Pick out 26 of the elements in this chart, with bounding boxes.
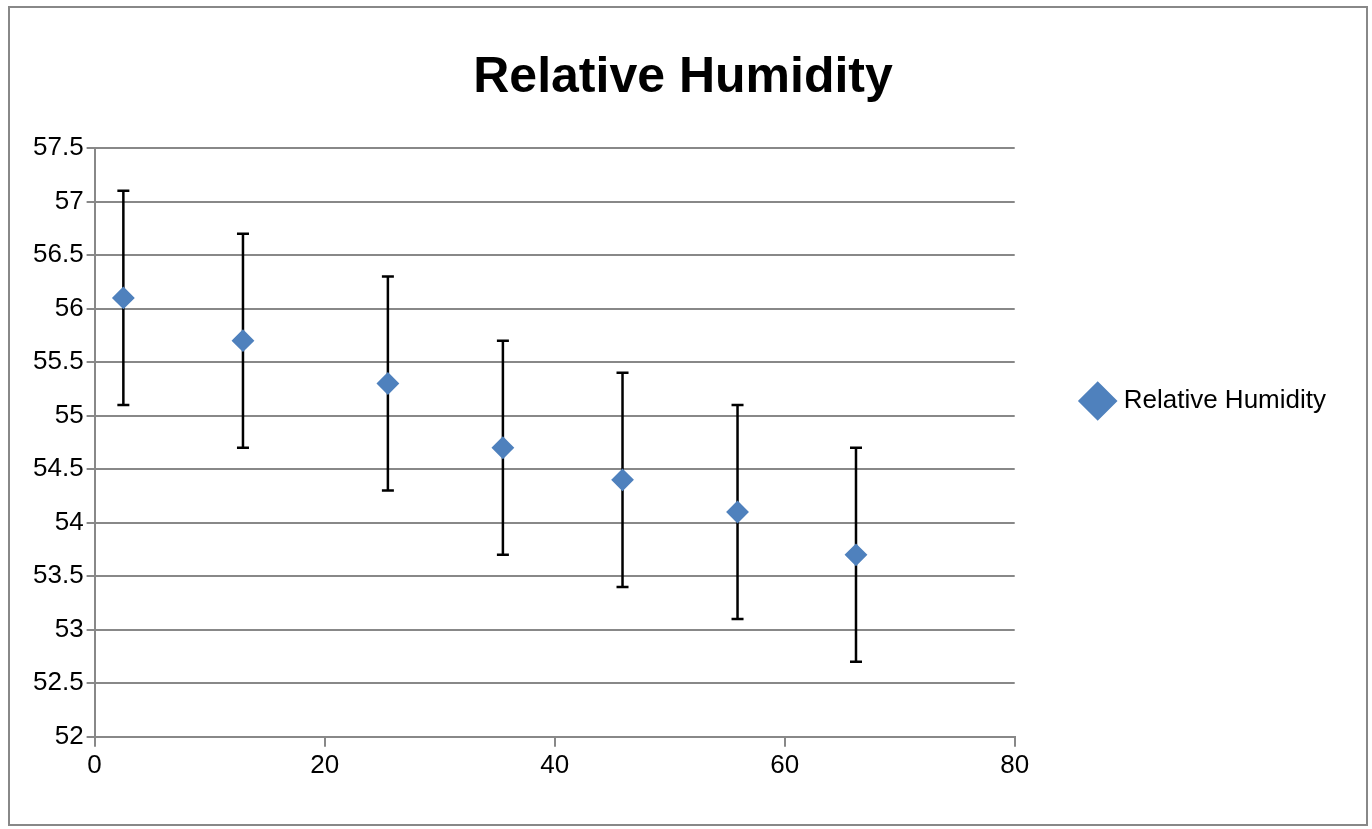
- x-tick-label: 80: [1000, 748, 1030, 779]
- y-tick-label: 55.5: [32, 345, 84, 376]
- point: [611, 468, 634, 491]
- x-tick-label: 0: [87, 748, 102, 779]
- y-tick-label: 56: [54, 291, 84, 322]
- y-tick-label: 52.5: [32, 666, 84, 697]
- y-tick-label: 52: [54, 719, 84, 750]
- point: [491, 436, 514, 459]
- point: [726, 500, 749, 523]
- y-tick-label: 53.5: [32, 559, 84, 590]
- point: [844, 543, 867, 566]
- point: [376, 372, 399, 395]
- y-tick-label: 53: [54, 612, 84, 643]
- y-tick-label: 54: [54, 505, 84, 536]
- chart-title: Relative Humidity: [473, 46, 893, 103]
- x-tick-label: 40: [540, 748, 570, 779]
- y-tick-label: 56.5: [32, 238, 84, 269]
- point: [231, 329, 254, 352]
- x-tick-label: 60: [770, 748, 800, 779]
- point: [112, 286, 135, 309]
- legend-label: Relative Humidity: [1123, 384, 1327, 415]
- y-tick-label: 57: [54, 184, 84, 215]
- y-tick-label: 55: [54, 398, 84, 429]
- y-tick-label: 54.5: [32, 452, 84, 483]
- x-tick-label: 20: [310, 748, 340, 779]
- y-tick-label: 57.5: [32, 131, 84, 162]
